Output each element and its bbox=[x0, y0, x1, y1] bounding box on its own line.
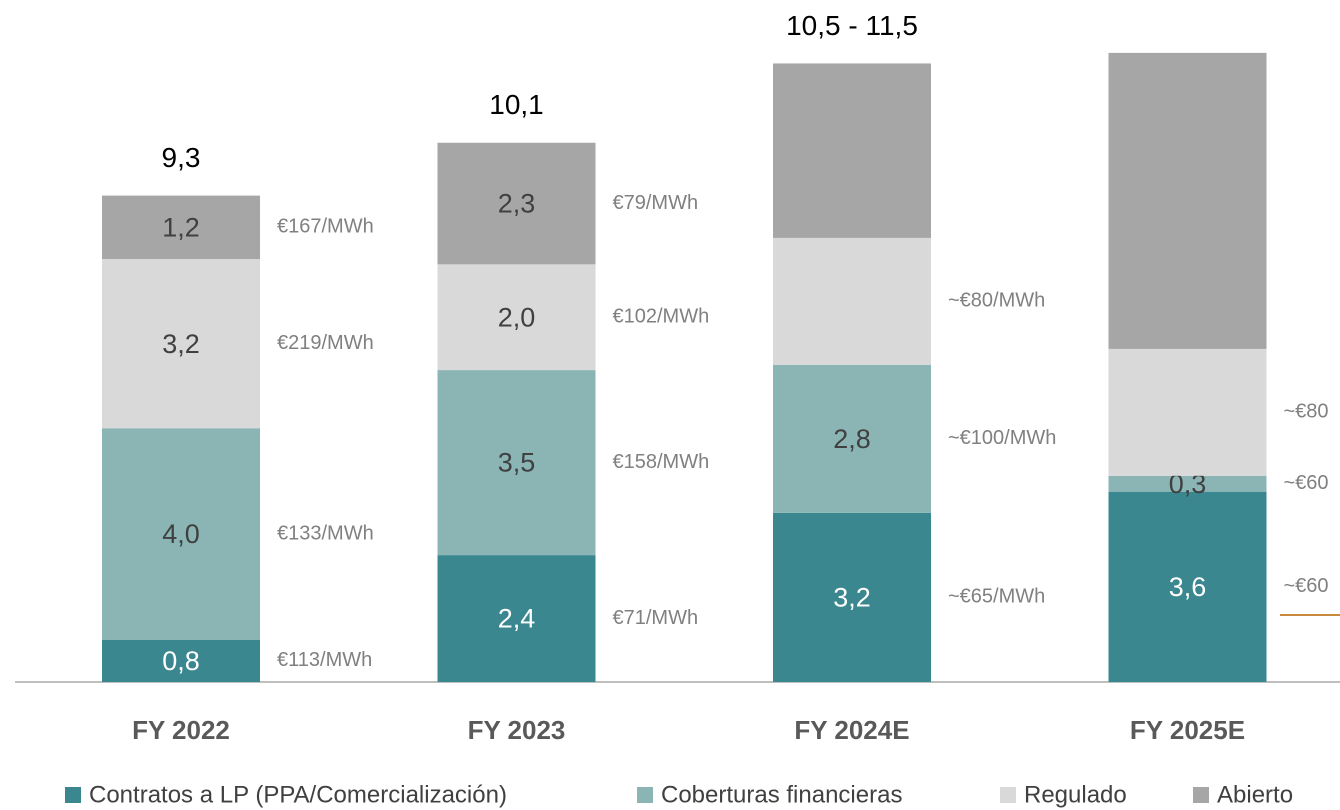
bar-segment bbox=[1108, 348, 1267, 476]
price-label: €71/MWh bbox=[613, 607, 699, 629]
data-label: 1,2 bbox=[162, 212, 200, 242]
bar-segment bbox=[773, 237, 931, 365]
price-label: ~€60 bbox=[1284, 472, 1329, 494]
data-label: 3,2 bbox=[162, 329, 200, 359]
data-label: 3,5 bbox=[498, 448, 536, 478]
x-tick-label: FY 2025E bbox=[1130, 715, 1245, 745]
bar-segment bbox=[773, 364, 931, 513]
price-label: ~€60 bbox=[1284, 575, 1329, 597]
data-label: 0,8 bbox=[162, 646, 200, 676]
x-tick-label: FY 2024E bbox=[794, 715, 909, 745]
bar-segment bbox=[437, 264, 596, 371]
price-label: €158/MWh bbox=[613, 451, 710, 473]
total-label: 9,3 bbox=[162, 142, 201, 173]
bar-segment bbox=[102, 639, 260, 682]
bar-segment bbox=[773, 512, 931, 682]
bar-segment bbox=[1108, 491, 1267, 682]
legend-swatch bbox=[1193, 787, 1209, 803]
bar-segment bbox=[437, 142, 596, 265]
legend-label: Abierto bbox=[1217, 781, 1293, 808]
data-label: 2,0 bbox=[498, 302, 536, 332]
x-tick-label: FY 2022 bbox=[132, 715, 230, 745]
bar-segment bbox=[437, 370, 596, 556]
bar-segment bbox=[773, 63, 931, 238]
data-label: 2,3 bbox=[498, 189, 536, 219]
data-label: 2,4 bbox=[498, 604, 536, 634]
bar-segment bbox=[1108, 52, 1267, 349]
data-label: 2,8 bbox=[833, 424, 871, 454]
bar-segment bbox=[102, 195, 260, 260]
price-label: €219/MWh bbox=[277, 332, 374, 354]
bar-segment bbox=[102, 259, 260, 429]
bar-segment bbox=[102, 428, 260, 640]
price-label: €79/MWh bbox=[613, 192, 699, 214]
legend-swatch bbox=[65, 787, 81, 803]
data-label: 4,0 bbox=[162, 519, 200, 549]
data-label: 3,2 bbox=[833, 583, 871, 613]
price-label: ~€80 bbox=[1284, 401, 1329, 423]
price-label: €102/MWh bbox=[613, 305, 710, 327]
legend-swatch bbox=[637, 787, 653, 803]
legend-label: Coberturas financieras bbox=[661, 781, 902, 808]
price-label: ~€100/MWh bbox=[948, 427, 1056, 449]
price-label: €113/MWh bbox=[277, 649, 372, 671]
bar-segment bbox=[437, 555, 596, 682]
total-label: 10,5 - 11,5 bbox=[786, 10, 918, 41]
price-label: €167/MWh bbox=[277, 216, 374, 238]
price-label: ~€80/MWh bbox=[948, 290, 1045, 312]
bar-segment bbox=[1108, 475, 1267, 492]
price-label: ~€65/MWh bbox=[948, 586, 1045, 608]
legend-label: Contratos a LP (PPA/Comercialización) bbox=[89, 781, 507, 808]
data-label: 3,6 bbox=[1169, 572, 1207, 602]
legend-swatch bbox=[1000, 787, 1016, 803]
total-label: 10,1 bbox=[489, 89, 544, 120]
x-tick-label: FY 2023 bbox=[468, 715, 566, 745]
legend-label: Regulado bbox=[1024, 781, 1127, 808]
price-label: €133/MWh bbox=[277, 522, 374, 544]
